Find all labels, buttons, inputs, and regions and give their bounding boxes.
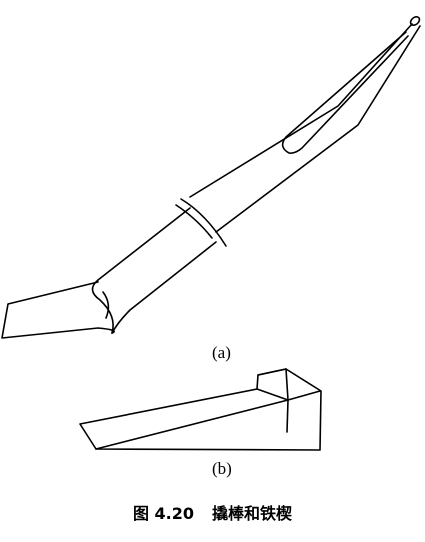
crowbar-break-mark-lower bbox=[180, 198, 227, 247]
crowbar-tip bbox=[409, 16, 421, 26]
crowbar-bend bbox=[91, 279, 114, 334]
figure-caption: 图 4.20 撬棒和铁楔 bbox=[0, 506, 425, 522]
label-a: (a) bbox=[212, 343, 231, 362]
caption-number: 图 4.20 bbox=[132, 504, 195, 523]
iron-wedge bbox=[79, 368, 322, 451]
crowbar-shaft-lower-edge bbox=[215, 25, 421, 233]
crowbar-chisel-end bbox=[1, 281, 115, 339]
crowbar bbox=[1, 16, 421, 339]
crowbar-shaft-lower-lower-edge bbox=[111, 241, 217, 334]
crowbar-shaft-lower-upper-edge bbox=[97, 207, 191, 281]
crowbar-break-mark-upper bbox=[175, 204, 213, 239]
caption-title: 撬棒和铁楔 bbox=[212, 504, 293, 523]
crowbar-slot bbox=[281, 31, 409, 154]
wedge-step-front bbox=[256, 388, 289, 433]
wedge-outline bbox=[79, 368, 322, 451]
wedge-step-top bbox=[257, 368, 287, 376]
crowbar-shaft-upper-edge bbox=[189, 23, 413, 198]
crowbar-bend-inner bbox=[102, 291, 110, 319]
label-b: (b) bbox=[212, 459, 232, 478]
wedge-step-back bbox=[285, 368, 289, 401]
